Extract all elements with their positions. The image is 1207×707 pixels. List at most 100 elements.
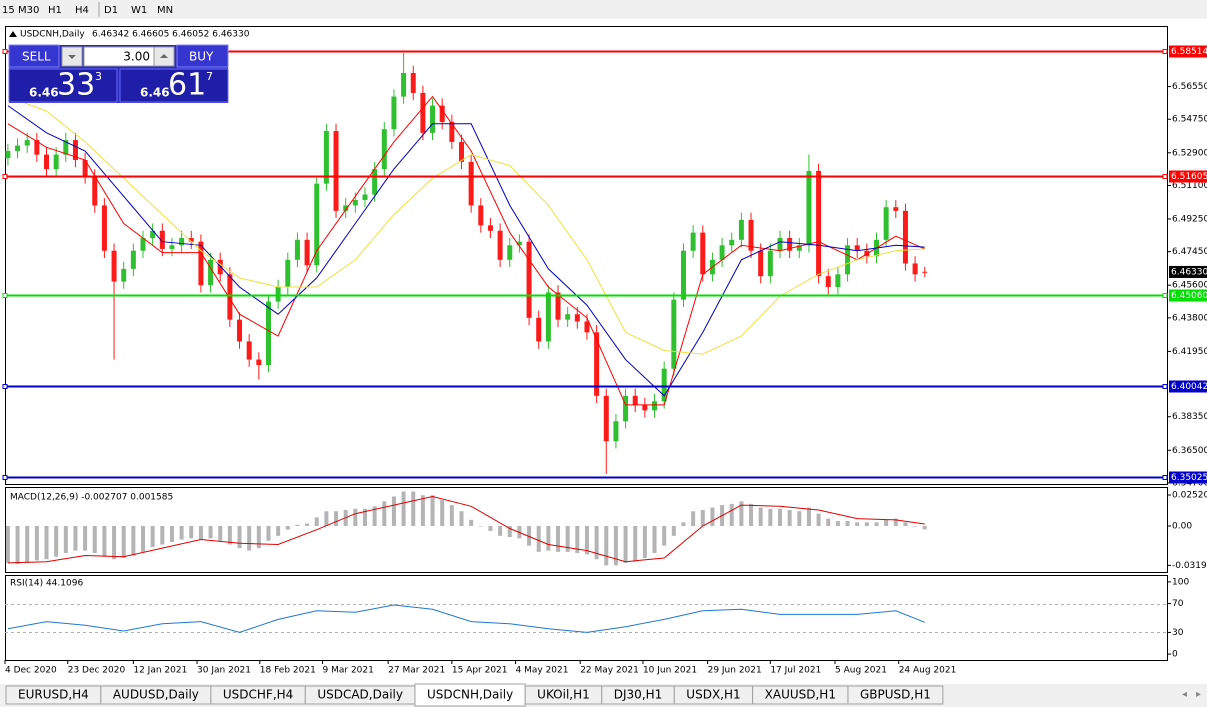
macd-bar <box>44 526 49 560</box>
rsi-panel <box>5 575 1168 661</box>
buy-button[interactable] <box>176 44 229 68</box>
rsi-line <box>7 604 925 633</box>
macd-bar <box>826 518 831 527</box>
level-price-label: 6.35025 <box>1171 473 1207 483</box>
symbol-tab-label[interactable]: AUDUSD,Daily <box>113 688 199 702</box>
ask-box[interactable] <box>119 68 229 103</box>
candle-body <box>767 250 773 277</box>
symbol-tab-label[interactable]: USDX,H1 <box>686 688 740 702</box>
macd-bar <box>372 506 377 527</box>
candle-body <box>613 421 619 442</box>
candle-body <box>912 263 918 275</box>
macd-bar <box>546 526 551 551</box>
symbol-tab[interactable] <box>847 685 944 705</box>
symbol-tab-label[interactable]: EURUSD,H4 <box>18 688 89 702</box>
symbol-tab-label[interactable]: DJ30,H1 <box>614 688 663 702</box>
macd-bar <box>189 526 194 539</box>
candle-body <box>159 230 165 249</box>
x-tick-label: 5 Aug 2021 <box>835 666 887 676</box>
y-tick-label: -0.031995 <box>1172 561 1207 571</box>
last-price-label: 6.46330 <box>1171 267 1207 277</box>
candle-body <box>922 271 928 273</box>
candle-body <box>816 170 822 277</box>
timeframe-button[interactable]: H4 <box>75 5 89 16</box>
candle-body <box>719 245 725 260</box>
macd-bar <box>652 526 657 554</box>
macd-bar <box>169 526 174 542</box>
candle-body <box>323 131 329 184</box>
candle-body <box>497 230 503 260</box>
macd-bar <box>63 526 68 554</box>
candle-body <box>265 301 271 366</box>
x-tick-label: 18 Feb 2021 <box>260 666 316 676</box>
macd-bar <box>845 521 850 527</box>
symbol-tab-label[interactable]: UKOil,H1 <box>537 688 590 702</box>
candle-body <box>169 245 175 249</box>
level-handle <box>2 49 8 54</box>
buy-label: BUY <box>189 50 214 64</box>
lot-value: 3.00 <box>123 50 150 64</box>
timeframe-button[interactable]: W1 <box>131 5 147 16</box>
candle-body <box>401 72 407 97</box>
candle-body <box>246 341 252 360</box>
x-tick-label: 15 Apr 2021 <box>452 666 508 676</box>
symbol-tab-label[interactable]: GBPUSD,H1 <box>860 688 931 702</box>
candle-body <box>700 232 706 275</box>
main-panel <box>5 26 1168 485</box>
candle-body <box>487 225 493 231</box>
candle-body <box>680 250 686 300</box>
candle-body <box>121 268 127 282</box>
macd-bar <box>430 495 435 527</box>
candle-body <box>468 161 474 206</box>
symbol-tab-label[interactable]: XAUUSD,H1 <box>765 688 836 702</box>
candle-body <box>111 250 117 282</box>
level-handle <box>1162 384 1168 389</box>
macd-bar <box>382 501 387 527</box>
moving-average <box>7 95 926 406</box>
candle-body <box>516 241 522 246</box>
candle-body <box>748 219 754 251</box>
last-price-box <box>1169 265 1207 278</box>
candle-body <box>294 239 300 260</box>
candle-body <box>333 131 339 211</box>
y-tick-label: 0.025209 <box>1172 490 1207 500</box>
macd-bar <box>884 519 889 527</box>
macd-bar <box>565 526 570 552</box>
candle-body <box>555 292 561 320</box>
candle-body <box>478 205 484 226</box>
macd-bar <box>324 511 329 527</box>
level-price-box <box>1169 45 1207 58</box>
sell-button[interactable] <box>8 44 60 68</box>
lot-up-arrow <box>160 54 168 58</box>
y-tick-label: 6.49250 <box>1172 214 1207 224</box>
timeframe-button[interactable]: H1 <box>48 5 62 16</box>
candle-body <box>72 140 78 161</box>
bid-box[interactable] <box>8 68 118 103</box>
timeframe-button[interactable]: M30 <box>18 5 39 16</box>
timeframe-button[interactable]: MN <box>157 5 173 16</box>
level-price-label: 6.58514 <box>1171 47 1207 57</box>
candle-body <box>82 160 88 177</box>
macd-bar <box>584 526 589 555</box>
macd-bar <box>671 526 676 536</box>
timeframe-button[interactable]: D1 <box>104 5 118 16</box>
timeframe-button[interactable]: 15 <box>2 5 15 16</box>
candle-body <box>256 359 262 366</box>
y-tick-label: 6.56550 <box>1172 82 1207 92</box>
symbol-tab-label[interactable]: USDCNH,Daily <box>427 688 513 702</box>
macd-bar <box>112 526 117 560</box>
symbol-tab-label[interactable]: USDCAD,Daily <box>317 688 403 702</box>
symbol-tab-label[interactable]: USDCHF,H4 <box>223 688 293 702</box>
level-handle <box>2 475 8 480</box>
candle-body <box>806 170 812 246</box>
macd-panel <box>5 487 1168 573</box>
tab-scroll-left[interactable]: ◂ <box>1182 689 1187 700</box>
macd-bar <box>797 511 802 527</box>
candle-body <box>574 314 580 322</box>
macd-bar <box>391 496 396 527</box>
y-tick-label: 6.47450 <box>1172 247 1207 257</box>
macd-bar <box>5 526 10 563</box>
sell-label: SELL <box>22 50 51 64</box>
tab-scroll-right[interactable]: ▸ <box>1196 689 1201 700</box>
macd-bar <box>469 519 474 527</box>
